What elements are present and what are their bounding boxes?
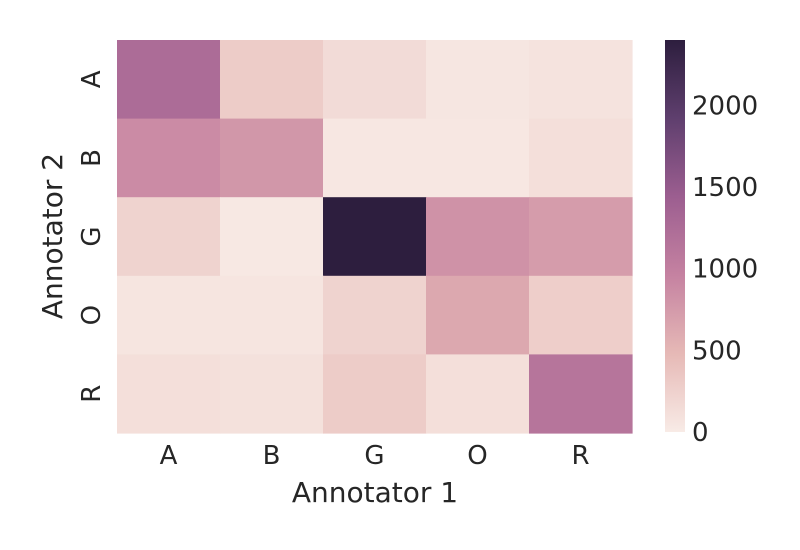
heatmap-cell-G-A [117, 197, 221, 277]
x-tick-label: A [160, 441, 178, 471]
colorbar-tick-labels: 0 500 1000 1500 2000 [692, 91, 758, 448]
heatmap-cell-B-O [426, 118, 530, 198]
y-tick-label: R [77, 385, 107, 403]
colorbar-tick-label: 0 [692, 418, 709, 448]
y-axis-label: Annotator 2 [36, 153, 69, 319]
heatmap-cell-A-G [323, 40, 427, 120]
heatmap-cell-G-R [529, 197, 633, 277]
y-tick-label: A [77, 70, 107, 88]
heatmap-cell-A-R [529, 40, 633, 120]
colorbar-tick-label: 500 [692, 336, 742, 366]
heatmap-cell-O-R [529, 275, 633, 355]
heatmap-cell-R-A [117, 354, 221, 434]
heatmap-cell-B-G [323, 118, 427, 198]
heatmap-cell-G-G [323, 197, 427, 277]
heatmap-cell-A-A [117, 40, 221, 120]
x-tick-label: B [263, 441, 281, 471]
y-tick-label: B [77, 149, 107, 167]
heatmap-cell-A-O [426, 40, 530, 120]
y-tick-labels: A B G O R [77, 70, 107, 403]
colorbar-tick-label: 1000 [692, 255, 758, 285]
heatmap-cell-G-B [220, 197, 324, 277]
heatmap-cells [117, 40, 633, 434]
x-axis-label: Annotator 1 [292, 476, 458, 509]
heatmap-cell-G-O [426, 197, 530, 277]
heatmap-cell-B-A [117, 118, 221, 198]
heatmap-cell-O-A [117, 275, 221, 355]
heatmap-cell-A-B [220, 40, 324, 120]
x-tick-label: O [467, 441, 487, 471]
x-tick-label: G [364, 441, 384, 471]
colorbar-tick-label: 1500 [692, 173, 758, 203]
heatmap-cell-B-B [220, 118, 324, 198]
heatmap-cell-R-B [220, 354, 324, 434]
y-tick-label: O [77, 305, 107, 325]
heatmap-cell-O-B [220, 275, 324, 355]
y-tick-label: G [77, 226, 107, 246]
heatmap-cell-O-O [426, 275, 530, 355]
colorbar-tick-label: 2000 [692, 91, 758, 121]
heatmap-cell-R-R [529, 354, 633, 434]
heatmap-cell-R-O [426, 354, 530, 434]
x-tick-label: R [571, 441, 589, 471]
heatmap-cell-R-G [323, 354, 427, 434]
colorbar [665, 40, 685, 432]
heatmap-cell-B-R [529, 118, 633, 198]
heatmap-cell-O-G [323, 275, 427, 355]
